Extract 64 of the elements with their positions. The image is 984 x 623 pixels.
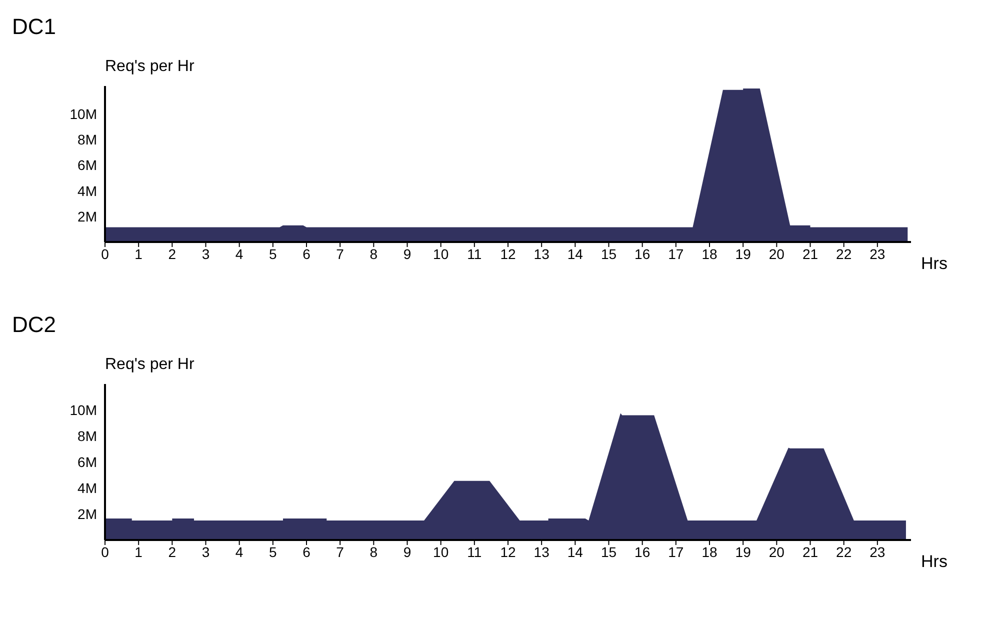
x-tick-label: 1 (134, 544, 143, 560)
x-tick-label: 7 (336, 544, 344, 560)
x-tick-label: 5 (269, 544, 278, 560)
y-tick-label: 10M (70, 402, 97, 418)
x-tick-label: 11 (467, 544, 482, 560)
x-tick-label: 5 (269, 246, 278, 262)
x-tick-label: 21 (802, 246, 818, 262)
x-tick-label: 22 (836, 246, 852, 262)
x-tick-label: 12 (500, 544, 516, 560)
x-tick-label: 13 (534, 544, 550, 560)
x-tick-label: 8 (370, 246, 378, 262)
x-tick-label: 20 (768, 246, 785, 262)
x-tick-label: 3 (202, 246, 210, 262)
x-axis-title: Hrs (921, 552, 948, 572)
x-tick-label: 10 (433, 246, 449, 262)
y-tick-label: 2M (78, 506, 97, 522)
y-tick-label: 8M (78, 428, 97, 444)
x-tick-label: 0 (101, 246, 110, 262)
x-tick-label: 2 (168, 246, 176, 262)
x-tick-label: 19 (735, 246, 752, 262)
x-tick-label: 21 (802, 544, 818, 560)
x-tick-label: 2 (168, 544, 176, 560)
x-tick-label: 11 (467, 246, 482, 262)
chart-title: DC2 (11, 311, 58, 339)
x-tick-label: 17 (668, 544, 684, 560)
x-tick-label: 3 (202, 544, 210, 560)
x-tick-label: 14 (567, 246, 584, 262)
y-tick-label: 10M (70, 106, 97, 122)
x-tick-label: 7 (336, 246, 344, 262)
y-tick-label: 4M (78, 480, 97, 496)
x-tick-label: 1 (134, 246, 143, 262)
x-tick-label: 6 (302, 246, 311, 262)
y-axis-title: Req's per Hr (105, 58, 194, 76)
y-tick-label: 6M (78, 157, 97, 174)
x-axis-title: Hrs (921, 254, 948, 274)
x-tick-label: 0 (101, 544, 110, 560)
x-tick-label: 9 (403, 246, 412, 262)
x-tick-label: 12 (500, 246, 516, 262)
y-tick-label: 4M (78, 182, 97, 199)
x-tick-label: 23 (870, 544, 886, 560)
x-tick-label: 23 (870, 246, 886, 262)
y-tick-label: 2M (78, 208, 97, 224)
x-tick-label: 17 (668, 246, 684, 262)
x-tick-label: 20 (768, 544, 785, 560)
x-tick-label: 16 (634, 246, 650, 262)
chart-title: DC1 (11, 13, 58, 41)
x-tick-label: 14 (567, 544, 584, 560)
y-tick-label: 8M (78, 132, 97, 148)
y-axis-title: Req's per Hr (105, 356, 194, 374)
x-tick-label: 22 (836, 544, 852, 560)
x-tick-label: 16 (634, 544, 650, 560)
x-tick-label: 15 (600, 544, 617, 560)
x-tick-label: 9 (403, 544, 412, 560)
x-tick-label: 19 (735, 544, 752, 560)
x-tick-label: 13 (534, 246, 550, 262)
x-tick-label: 18 (702, 544, 718, 560)
x-tick-label: 15 (600, 246, 617, 262)
x-tick-label: 4 (235, 246, 244, 262)
x-tick-label: 6 (302, 544, 311, 560)
x-tick-label: 18 (702, 246, 718, 262)
x-tick-label: 10 (433, 544, 449, 560)
x-tick-label: 8 (370, 544, 378, 560)
x-tick-label: 4 (235, 544, 244, 560)
y-tick-label: 6M (78, 454, 97, 470)
